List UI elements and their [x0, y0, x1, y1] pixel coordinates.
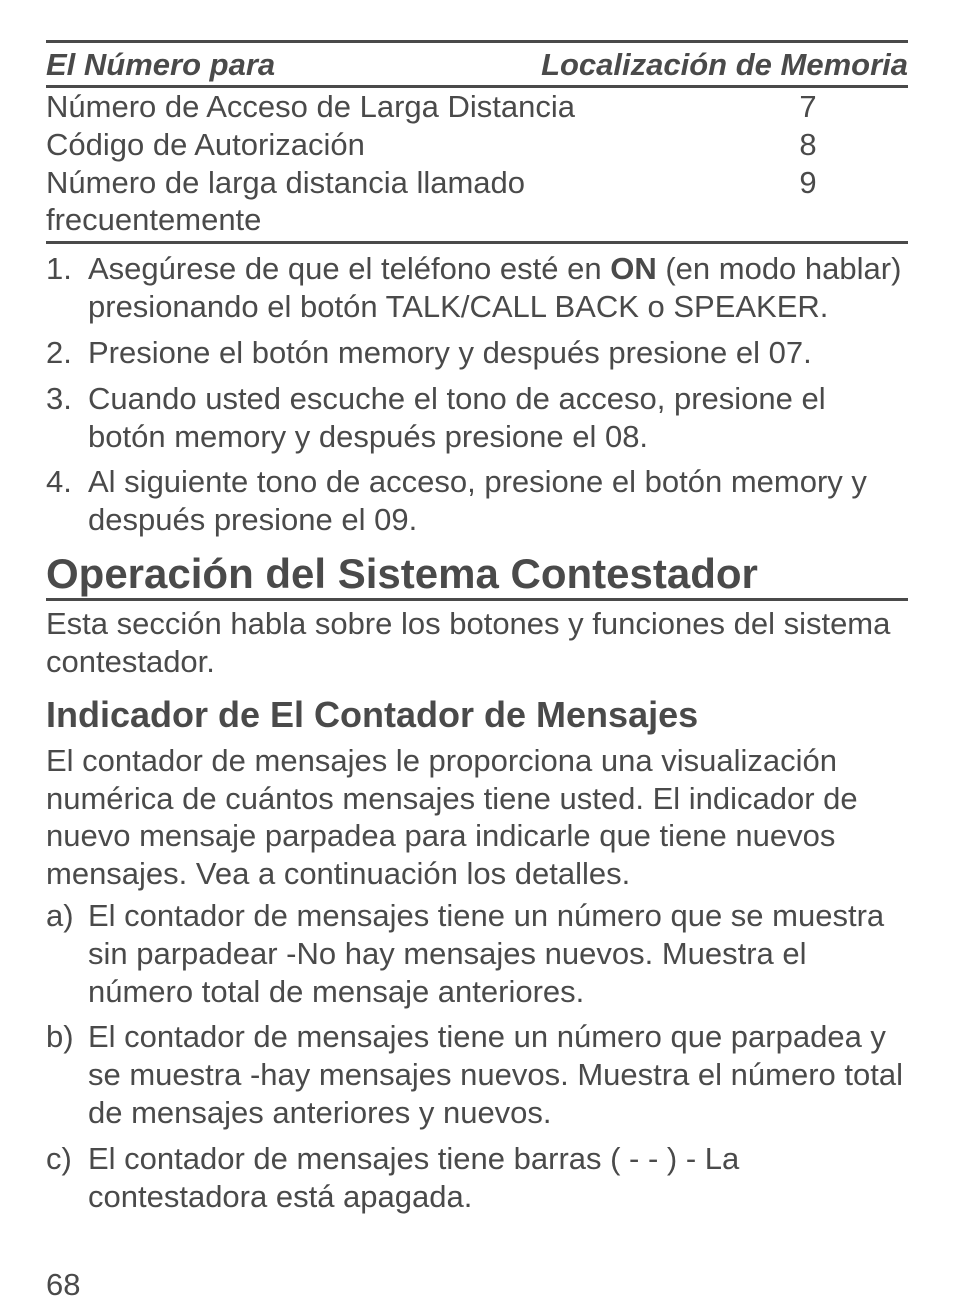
- memory-table: El Número para Localización de Memoria N…: [46, 40, 908, 244]
- paragraph: Esta sección habla sobre los botones y f…: [46, 605, 908, 681]
- bold-on: ON: [610, 251, 657, 286]
- page-number: 68: [46, 1267, 908, 1303]
- list-text: Asegúrese de que el teléfono esté en ON …: [88, 250, 908, 326]
- list-marker: b): [46, 1018, 88, 1131]
- list-marker: a): [46, 897, 88, 1010]
- list-item: b) El contador de mensajes tiene un núme…: [46, 1018, 908, 1131]
- table-header-row: El Número para Localización de Memoria: [46, 43, 908, 88]
- table-header-left: El Número para: [46, 47, 275, 83]
- table-cell-value: 8: [708, 126, 908, 164]
- list-marker: 2.: [46, 334, 88, 372]
- table-row: Número de larga distancia llamado frecue…: [46, 164, 908, 245]
- numbered-steps: 1. Asegúrese de que el teléfono esté en …: [46, 250, 908, 539]
- list-text: El contador de mensajes tiene un número …: [88, 897, 908, 1010]
- table-header-right: Localización de Memoria: [541, 47, 908, 83]
- paragraph: El contador de mensajes le proporciona u…: [46, 742, 908, 893]
- list-item: 3. Cuando usted escuche el tono de acces…: [46, 380, 908, 456]
- list-item: 4. Al siguiente tono de acceso, presione…: [46, 463, 908, 539]
- list-text: El contador de mensajes tiene barras ( -…: [88, 1140, 908, 1216]
- list-marker: 3.: [46, 380, 88, 456]
- table-row: Número de Acceso de Larga Distancia 7: [46, 88, 908, 126]
- table-cell-value: 7: [708, 88, 908, 126]
- table-cell-label: Código de Autorización: [46, 126, 365, 164]
- list-item: c) El contador de mensajes tiene barras …: [46, 1140, 908, 1216]
- lettered-list: a) El contador de mensajes tiene un núme…: [46, 897, 908, 1216]
- list-marker: c): [46, 1140, 88, 1216]
- list-item: 2. Presione el botón memory y después pr…: [46, 334, 908, 372]
- list-text: Presione el botón memory y después presi…: [88, 334, 908, 372]
- list-text: Al siguiente tono de acceso, presione el…: [88, 463, 908, 539]
- list-marker: 1.: [46, 250, 88, 326]
- table-cell-label: Número de Acceso de Larga Distancia: [46, 88, 575, 126]
- page-content: El Número para Localización de Memoria N…: [0, 0, 954, 1303]
- list-text: El contador de mensajes tiene un número …: [88, 1018, 908, 1131]
- list-marker: 4.: [46, 463, 88, 539]
- list-item: 1. Asegúrese de que el teléfono esté en …: [46, 250, 908, 326]
- list-text: Cuando usted escuche el tono de acceso, …: [88, 380, 908, 456]
- list-item: a) El contador de mensajes tiene un núme…: [46, 897, 908, 1010]
- heading-1: Operación del Sistema Contestador: [46, 549, 908, 602]
- table-cell-label: Número de larga distancia llamado frecue…: [46, 164, 708, 240]
- heading-2: Indicador de El Contador de Mensajes: [46, 693, 908, 738]
- table-row: Código de Autorización 8: [46, 126, 908, 164]
- table-cell-value: 9: [708, 164, 908, 202]
